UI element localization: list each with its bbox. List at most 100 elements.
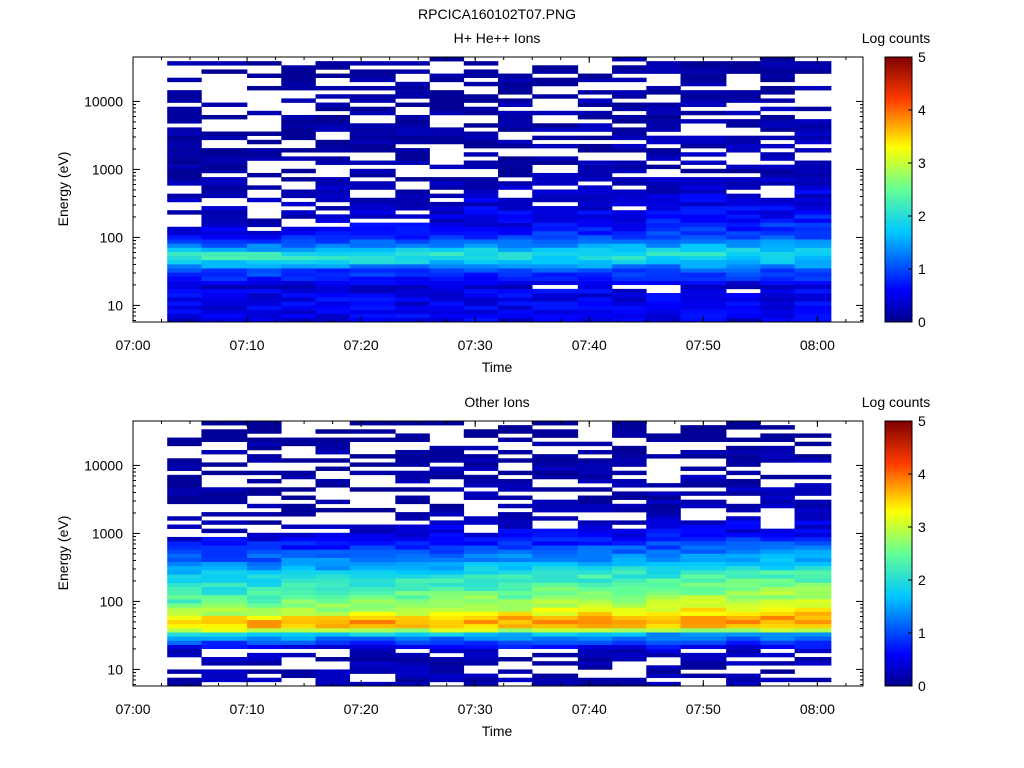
heatmap-cell xyxy=(498,90,533,95)
heatmap-cell xyxy=(463,545,499,550)
heatmap-cell xyxy=(794,512,832,517)
heatmap-cell xyxy=(315,582,351,587)
heatmap-cell xyxy=(577,247,613,252)
heatmap-cell xyxy=(760,152,795,157)
heatmap-cell xyxy=(612,148,647,153)
heatmap-cell xyxy=(167,164,202,170)
heatmap-cell xyxy=(680,524,727,529)
heatmap-cell xyxy=(395,462,430,467)
heatmap-cell xyxy=(612,495,647,500)
heatmap-cell xyxy=(349,561,396,567)
heatmap-cell xyxy=(532,503,579,509)
heatmap-cell xyxy=(498,280,533,286)
heatmap-cell xyxy=(349,652,396,658)
heatmap-cell xyxy=(794,206,832,211)
heatmap-cell xyxy=(577,264,613,269)
heatmap-cell xyxy=(680,652,727,658)
heatmap-cell xyxy=(726,644,761,650)
heatmap-cell xyxy=(167,644,202,650)
heatmap-cell xyxy=(429,293,465,298)
heatmap-cell xyxy=(395,516,430,521)
heatmap-cell xyxy=(429,251,465,257)
heatmap-cell xyxy=(532,276,579,281)
heatmap-cell xyxy=(498,561,533,567)
heatmap-cell xyxy=(577,495,613,500)
heatmap-cell xyxy=(760,123,795,128)
heatmap-cell xyxy=(315,193,351,199)
heatmap-cell xyxy=(612,131,647,136)
heatmap-cell xyxy=(429,239,465,244)
heatmap-cell xyxy=(532,607,579,612)
heatmap-cell xyxy=(349,317,396,323)
heatmap-cell xyxy=(167,98,202,103)
heatmap-cell xyxy=(680,218,727,223)
heatmap-cell xyxy=(281,578,316,583)
heatmap-cell xyxy=(612,57,647,62)
heatmap-cell xyxy=(349,77,396,83)
heatmap-cell xyxy=(532,454,579,459)
heatmap-cell xyxy=(726,69,761,74)
heatmap-cell xyxy=(794,119,832,124)
heatmap-cell xyxy=(395,259,430,265)
heatmap-cell xyxy=(281,77,316,83)
heatmap-cell xyxy=(612,114,647,120)
heatmap-cell xyxy=(247,503,282,509)
heatmap-cell xyxy=(201,264,248,269)
heatmap-cell xyxy=(498,553,533,558)
heatmap-cell xyxy=(498,156,533,161)
heatmap-cell xyxy=(498,218,533,223)
heatmap-cell xyxy=(760,284,795,290)
heatmap-cell xyxy=(726,90,761,95)
heatmap-cell xyxy=(680,665,727,670)
heatmap-cell xyxy=(429,94,465,99)
heatmap-cell xyxy=(498,255,533,261)
heatmap-cell xyxy=(463,218,499,223)
heatmap-cell xyxy=(498,570,533,575)
heatmap-cell xyxy=(498,640,533,645)
heatmap-cell xyxy=(760,536,795,542)
heatmap-cell xyxy=(726,139,761,145)
heatmap-cell xyxy=(726,615,761,621)
heatmap-cell xyxy=(315,532,351,538)
heatmap-cell xyxy=(680,90,727,95)
heatmap-cell xyxy=(395,201,430,207)
heatmap-cell xyxy=(167,603,202,608)
heatmap-cell xyxy=(349,160,396,165)
heatmap-cell xyxy=(532,549,579,554)
heatmap-cell xyxy=(532,189,579,194)
heatmap-cell xyxy=(612,177,647,182)
heatmap-cell xyxy=(498,607,533,612)
heatmap-cell xyxy=(349,264,396,269)
heatmap-cell xyxy=(247,557,282,563)
heatmap-cell xyxy=(498,586,533,592)
heatmap-cell xyxy=(463,214,499,219)
heatmap-cell xyxy=(429,619,465,625)
heatmap-cell xyxy=(201,553,248,558)
heatmap-cell xyxy=(726,94,761,99)
heatmap-cell xyxy=(612,135,647,141)
heatmap-cell xyxy=(612,197,647,203)
heatmap-cell xyxy=(395,131,430,136)
heatmap-cell xyxy=(395,541,430,546)
heatmap-cell xyxy=(463,123,499,128)
heatmap-cell xyxy=(680,433,727,438)
heatmap-cell xyxy=(646,317,681,323)
heatmap-cell xyxy=(167,259,202,265)
heatmap-cell xyxy=(646,483,681,488)
heatmap-cell xyxy=(680,305,727,310)
heatmap-cell xyxy=(315,288,351,294)
heatmap-cell xyxy=(680,309,727,315)
heatmap-cell xyxy=(429,673,465,679)
heatmap-cell xyxy=(395,288,430,294)
heatmap-cell xyxy=(760,293,795,298)
heatmap-cell xyxy=(349,594,396,600)
heatmap-cell xyxy=(463,230,499,236)
heatmap-cell xyxy=(646,197,681,203)
heatmap-cell xyxy=(646,611,681,616)
heatmap-cell xyxy=(201,288,248,294)
heatmap-cell xyxy=(577,164,613,170)
heatmap-cell xyxy=(612,532,647,538)
heatmap-cell xyxy=(498,143,533,149)
heatmap-cell xyxy=(760,632,795,637)
heatmap-cell xyxy=(532,313,579,319)
